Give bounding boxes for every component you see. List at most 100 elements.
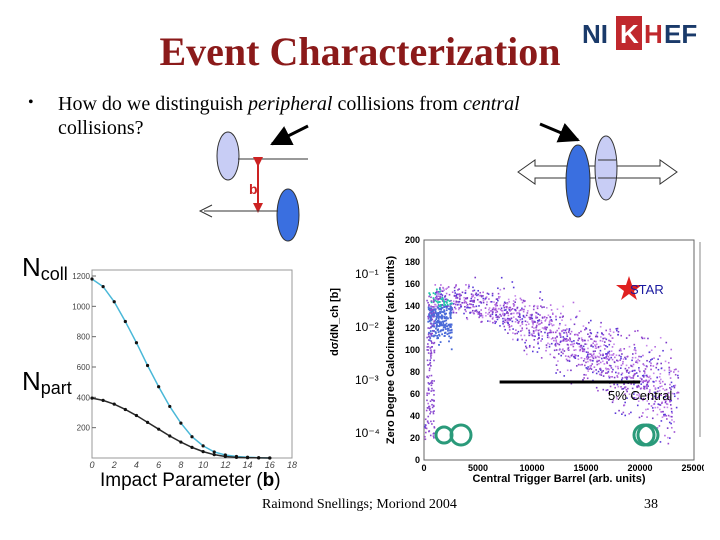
scatter-point (430, 346, 433, 348)
scatter-point (515, 318, 517, 320)
scatter-point (540, 357, 543, 359)
ring-marker (636, 423, 660, 447)
scatter-point (562, 329, 565, 332)
scatter-point (448, 300, 451, 303)
scatter-point (609, 376, 612, 378)
scatter-point (664, 400, 667, 403)
scatter-point (612, 331, 615, 334)
scatter-point (608, 364, 611, 367)
scatter-point (441, 304, 443, 306)
scatter-point (450, 311, 453, 314)
scatter-point (428, 292, 431, 295)
scatter-point (428, 339, 431, 342)
scatter-point (671, 392, 674, 395)
scatter-point (511, 320, 514, 323)
scatter-point (634, 356, 637, 359)
central-collision (517, 122, 678, 218)
scatter-point (609, 330, 612, 332)
scatter-point (528, 346, 531, 348)
scatter-point (609, 354, 611, 356)
scatter-point (526, 312, 529, 314)
scatter-point (516, 306, 519, 309)
scatter-point (534, 335, 536, 338)
scatter-point (431, 406, 434, 409)
scatter-point (636, 397, 638, 400)
scatter-point (668, 366, 671, 369)
scatter-point (600, 332, 603, 334)
scatter-point (610, 367, 613, 369)
scatter-point (609, 340, 612, 343)
scatter-point (631, 359, 633, 362)
data-point-npart (179, 440, 183, 444)
scatter-point (536, 307, 539, 310)
scatter-point (590, 319, 592, 322)
scatter-point (499, 288, 502, 291)
scatter-point (476, 298, 479, 301)
scatter-point (472, 286, 474, 289)
scatter-point (537, 305, 539, 307)
scatter-point (551, 320, 553, 322)
scatter-point (427, 376, 430, 379)
scatter-point (521, 301, 524, 304)
scatter-point (450, 306, 452, 308)
scatter-point (439, 330, 442, 333)
x-tick-label: 4 (134, 460, 139, 470)
scatter-point (655, 363, 658, 366)
scatter-point (495, 305, 497, 307)
scatter-point (585, 361, 587, 364)
scatter-point (473, 296, 476, 299)
scatter-point (616, 376, 619, 378)
scatter-point (568, 356, 571, 359)
x-tick-label: 10 (198, 460, 208, 470)
scatter-point (546, 336, 549, 339)
scatter-point (450, 329, 453, 332)
scatter-point (669, 400, 671, 403)
scatter-point (430, 340, 433, 342)
scatter-point (568, 360, 571, 363)
scatter-point (639, 370, 641, 373)
scatter-point (519, 316, 521, 319)
scatter-point (670, 348, 673, 351)
scatter-point (600, 369, 602, 371)
scatter-point (450, 299, 452, 302)
data-point-ncoll (179, 421, 183, 425)
scatter-point (447, 332, 450, 335)
scatter-point (510, 317, 513, 320)
scatter-point (430, 305, 432, 308)
scatter-point (527, 310, 529, 312)
scatter-point (664, 401, 667, 404)
scatter-point (565, 331, 568, 334)
scatter-point (433, 303, 436, 306)
scatter-point (650, 405, 653, 407)
scatter-point (426, 359, 429, 362)
scatter-point (586, 368, 589, 370)
slide-title: Event Characterization (159, 29, 561, 74)
scatter-point (512, 328, 514, 330)
scatter-point (638, 416, 641, 419)
x-tick-label: 18 (287, 460, 297, 470)
scatter-point (540, 322, 543, 324)
data-point-npart (123, 407, 127, 412)
scatter-point (600, 321, 602, 324)
scatter-point (515, 298, 517, 301)
scatter-point (562, 336, 565, 338)
scatter-point (468, 283, 470, 286)
scatter-point (539, 314, 541, 316)
scatter-point (629, 370, 631, 373)
scatter-point (571, 343, 574, 346)
scatter-point (511, 308, 514, 310)
scatter-point (646, 384, 648, 386)
scatter-point (495, 316, 497, 318)
scatter-point (512, 300, 515, 302)
scatter-point (634, 369, 636, 372)
scatter-point (430, 300, 433, 302)
scatter-point (450, 307, 453, 309)
scatter-point (434, 319, 437, 322)
scatter-point (472, 312, 475, 314)
scatter-point (582, 348, 584, 351)
scatter-point (438, 334, 441, 337)
x-tick-label: 20000 (627, 463, 652, 473)
scatter-point (656, 390, 659, 393)
scatter-point (431, 325, 434, 327)
scatter-point (521, 329, 524, 331)
